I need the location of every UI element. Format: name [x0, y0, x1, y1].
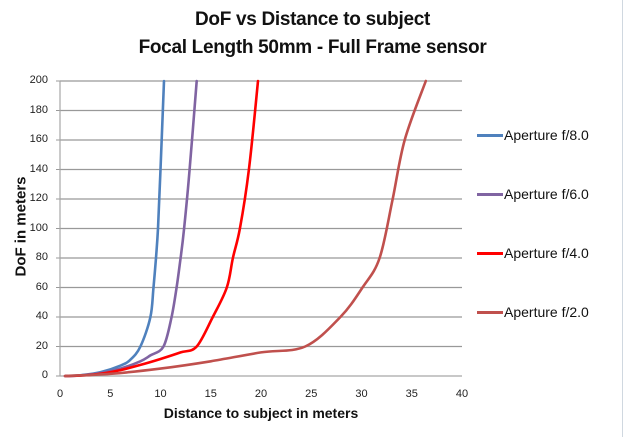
gridlines	[56, 80, 462, 377]
x-tick-label: 35	[405, 388, 418, 400]
x-tick-label: 25	[305, 388, 318, 400]
legend-item: Aperture f/8.0	[477, 126, 589, 144]
y-tick-label: 100	[29, 221, 48, 234]
series-line-aperture-f-2-0	[63, 79, 428, 378]
legend-item: Aperture f/4.0	[477, 244, 589, 262]
legend-swatch-icon	[477, 310, 503, 314]
chart-title: DoF vs Distance to subject	[194, 9, 431, 30]
legend-swatch-icon	[477, 133, 503, 137]
y-tick-label: 180	[29, 103, 48, 116]
legend-swatch-icon	[477, 251, 503, 255]
legend-item: Aperture f/6.0	[477, 185, 589, 203]
legend-item: Aperture f/2.0	[477, 303, 589, 321]
y-tick-label: 160	[29, 133, 48, 145]
y-tick-label: 60	[35, 280, 48, 293]
y-axis-label: DoF in meters	[12, 176, 30, 277]
x-tick-label: 30	[355, 388, 368, 400]
y-tick-label: 0	[41, 369, 48, 381]
legend-label: Aperture f/8.0	[504, 127, 589, 143]
series-lines	[63, 79, 428, 378]
y-tick-label: 40	[35, 310, 48, 322]
legend-label: Aperture f/6.0	[504, 186, 589, 202]
y-tick-label: 140	[29, 162, 48, 175]
y-tick-label: 20	[35, 339, 48, 352]
legend-swatch-icon	[477, 192, 503, 196]
x-tick-label: 10	[154, 388, 167, 400]
x-axis-label: Distance to subject in meters	[163, 405, 359, 421]
x-tick-label: 15	[204, 388, 217, 400]
x-tick-label: 0	[56, 388, 64, 400]
x-tick-label: 20	[254, 388, 268, 400]
y-tick-label: 120	[29, 192, 48, 204]
x-tick-label: 5	[107, 388, 114, 400]
y-tick-label: 80	[35, 251, 48, 263]
legend-label: Aperture f/4.0	[504, 245, 589, 261]
x-tick-label: 40	[455, 388, 469, 400]
legend-label: Aperture f/2.0	[504, 304, 589, 320]
chart-subtitle: Focal Length 50mm - Full Frame sensor	[138, 37, 487, 58]
y-tick-label: 200	[29, 74, 48, 86]
